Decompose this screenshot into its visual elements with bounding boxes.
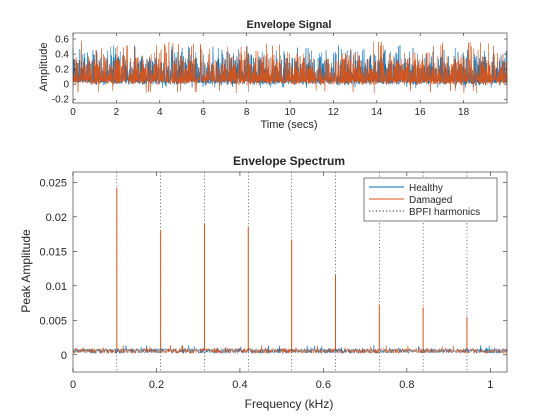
chart2-y-tick-label: 0 — [61, 350, 67, 362]
chart1-y-tick-label: -0.2 — [52, 95, 70, 106]
chart1-x-tick-label: 14 — [371, 107, 383, 118]
chart2-y-tick-label: 0.025 — [39, 177, 67, 189]
chart2-x-tick-label: 0.2 — [149, 379, 164, 391]
legend-damaged-label: Damaged — [409, 195, 452, 206]
chart1-x-tick-label: 4 — [157, 107, 163, 118]
chart2-ylabel: Peak Amplitude — [19, 229, 33, 313]
chart1-y-tick-label: 0.2 — [55, 65, 69, 76]
chart1-x-tick-label: 10 — [284, 107, 296, 118]
chart2-y-tick-label: 0.02 — [46, 212, 67, 224]
chart2-series-damaged-noise — [72, 345, 508, 355]
chart1-y-tick-label: 0.4 — [55, 50, 69, 61]
chart2-series-healthy-noise — [72, 345, 508, 355]
chart2-axes: 0 0.2 0.4 0.6 0.8 1 0 0.005 0.01 0.015 0.02 0.025 — [39, 171, 508, 391]
chart1-x-tick-label: 12 — [328, 107, 340, 118]
chart1-axes: 0 2 4 6 8 10 12 14 16 18-0.200.20.40.6 — [52, 32, 508, 118]
chart2-x-tick-label: 1 — [487, 379, 493, 391]
chart1-xlabel: Time (secs) — [260, 119, 317, 131]
chart2-x-tick-label: 0.4 — [232, 379, 247, 391]
chart1-x-tick-label: 6 — [200, 107, 206, 118]
chart2-axes-box — [72, 171, 508, 373]
chart2-x-tick-label: 0.6 — [316, 379, 331, 391]
chart1-x-tick-label: 16 — [415, 107, 427, 118]
chart2-x-tick-label: 0.8 — [399, 379, 414, 391]
chart2-title: Envelope Spectrum — [233, 154, 345, 168]
chart1-x-tick-label: 0 — [70, 107, 76, 118]
chart2-y-tick-label: 0.01 — [46, 281, 67, 293]
chart1-plot-area — [72, 33, 508, 103]
chart1-title: Envelope Signal — [247, 19, 332, 31]
chart1-y-tick-label: 0.6 — [55, 35, 69, 46]
chart1-series-damaged — [72, 40, 508, 94]
legend-bpfi-harmonics-label: BPFI harmonics — [409, 207, 480, 218]
chart2-xlabel: Frequency (kHz) — [245, 397, 334, 411]
chart2-y-tick-label: 0.015 — [39, 246, 67, 258]
envelope-signal-chart: Envelope Signal 0 2 4 6 8 10 12 14 16 18-0.200.20… — [38, 19, 508, 131]
chart2-y-tick-label: 0.005 — [39, 315, 67, 327]
envelope-spectrum-chart: Envelope Spectrum 0 0.2 0.4 0.6 0.8 1 0 0.005 0.… — [19, 154, 508, 411]
chart1-x-tick-label: 18 — [458, 107, 470, 118]
legend-healthy-label: Healthy — [409, 183, 443, 194]
chart2-x-tick-label: 0 — [70, 379, 76, 391]
chart2-legend: Healthy Damaged BPFI harmonics — [363, 177, 498, 222]
chart1-y-tick-label: 0 — [63, 80, 69, 91]
chart1-ylabel: Amplitude — [38, 43, 50, 92]
chart1-x-tick-label: 8 — [244, 107, 250, 118]
chart1-x-tick-label: 2 — [114, 107, 120, 118]
